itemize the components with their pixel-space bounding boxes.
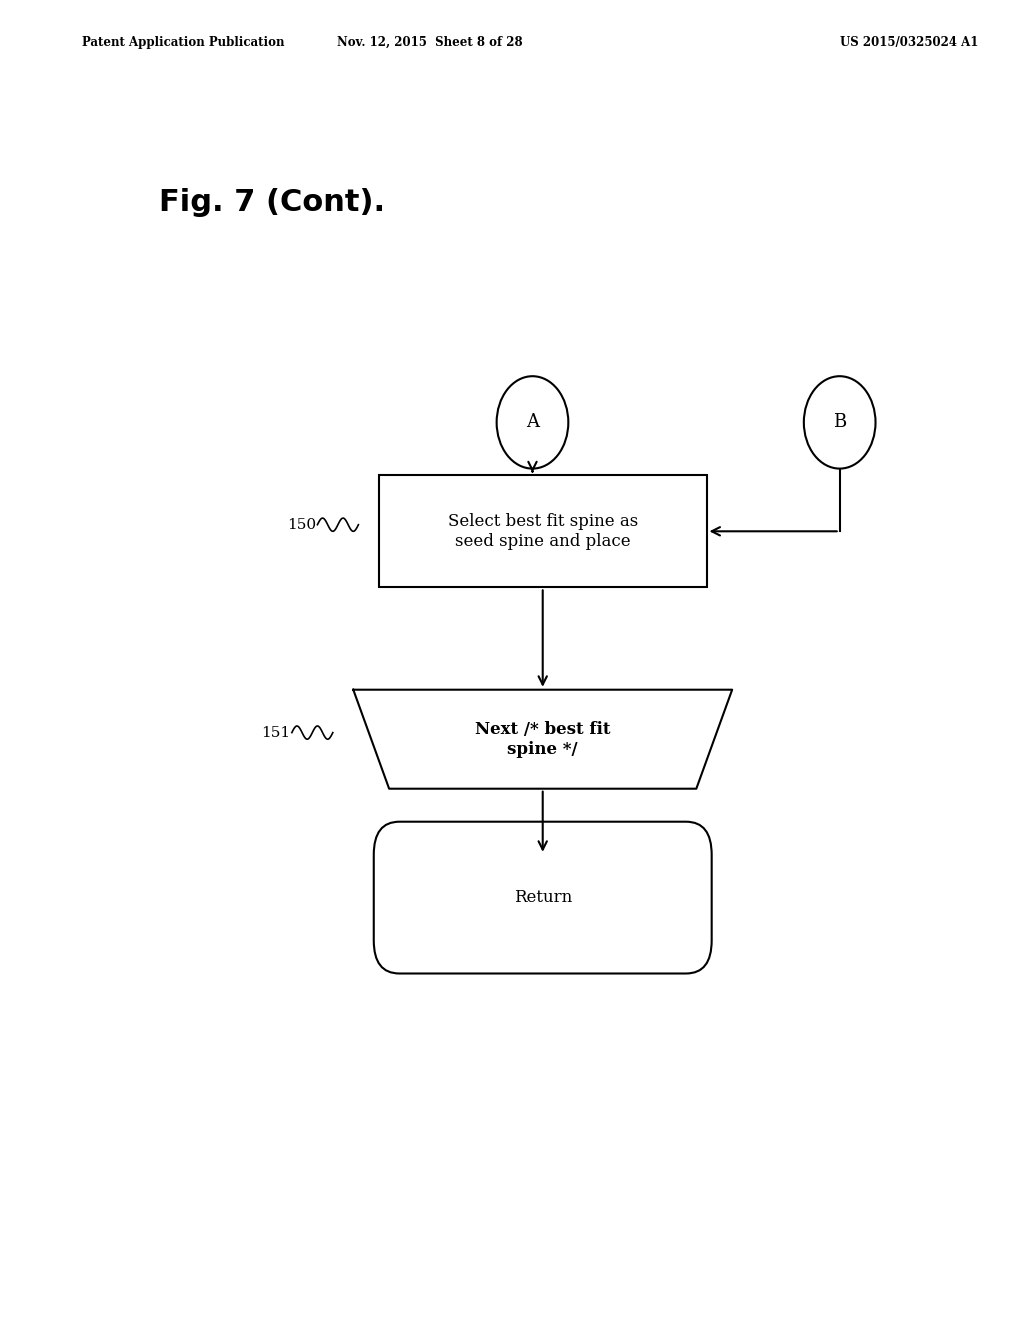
FancyBboxPatch shape	[379, 475, 707, 587]
Text: B: B	[834, 413, 846, 432]
Text: A: A	[526, 413, 539, 432]
Text: US 2015/0325024 A1: US 2015/0325024 A1	[840, 36, 978, 49]
Text: Return: Return	[514, 890, 571, 906]
Text: 151: 151	[261, 726, 290, 739]
Text: Nov. 12, 2015  Sheet 8 of 28: Nov. 12, 2015 Sheet 8 of 28	[337, 36, 523, 49]
Text: Next /* best fit
spine */: Next /* best fit spine */	[475, 721, 610, 758]
Text: Patent Application Publication: Patent Application Publication	[82, 36, 285, 49]
Text: Select best fit spine as
seed spine and place: Select best fit spine as seed spine and …	[447, 513, 638, 549]
FancyBboxPatch shape	[374, 821, 712, 974]
Text: Fig. 7 (Cont).: Fig. 7 (Cont).	[159, 189, 385, 218]
Text: 150: 150	[287, 517, 315, 532]
